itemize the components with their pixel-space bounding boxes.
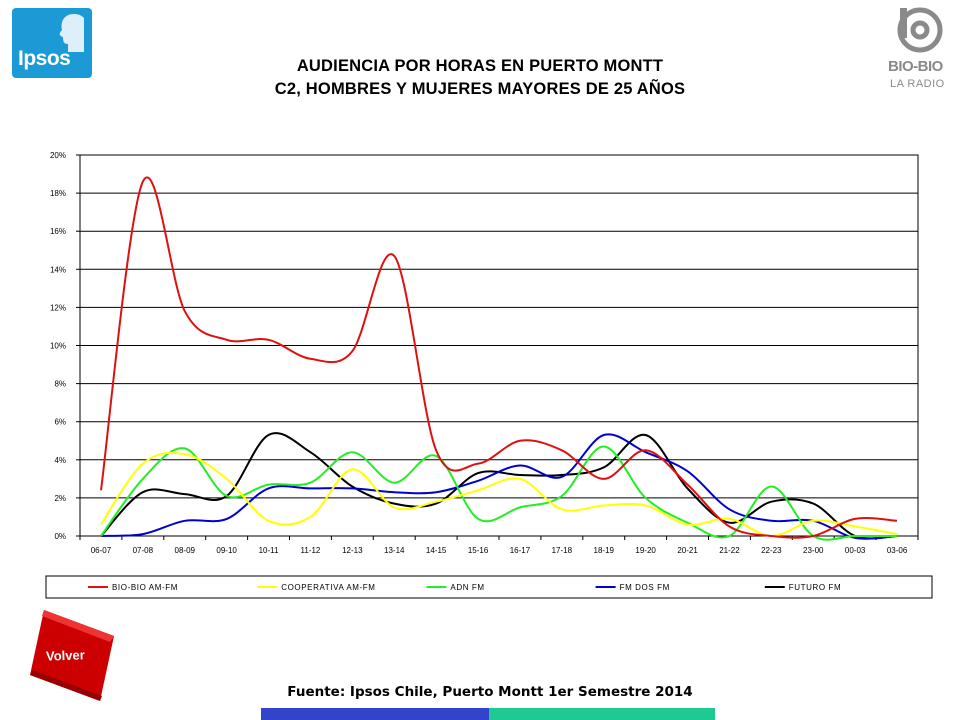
- y-tick-label: 18%: [50, 189, 66, 198]
- y-tick-label: 6%: [54, 418, 66, 427]
- x-tick-label: 13-14: [384, 546, 405, 555]
- legend-label: COOPERATIVA AM-FM: [281, 583, 375, 592]
- ipsos-logo: Ipsos: [12, 8, 92, 78]
- y-tick-label: 12%: [50, 303, 66, 312]
- y-tick-label: 8%: [54, 380, 66, 389]
- series-line-adn-fm: [100, 445, 897, 541]
- y-tick-label: 14%: [50, 265, 66, 274]
- biobio-logo-name: BIO-BIO: [888, 58, 943, 75]
- y-tick-label: 2%: [54, 494, 66, 503]
- x-tick-label: 20-21: [677, 546, 698, 555]
- x-tick-label: 12-13: [342, 546, 363, 555]
- x-tick-label: 22-23: [761, 546, 782, 555]
- x-tick-label: 19-20: [635, 546, 656, 555]
- ipsos-logo-text: Ipsos: [18, 47, 71, 70]
- x-tick-label: 08-09: [175, 546, 196, 555]
- chart-title: AUDIENCIA POR HORAS EN PUERTO MONTT: [296, 57, 664, 75]
- y-tick-label: 4%: [54, 456, 66, 465]
- footer-bar-blue: [261, 708, 489, 720]
- volver-label: Volver: [45, 647, 86, 664]
- legend-label: ADN FM: [450, 583, 484, 592]
- x-tick-label: 00-03: [845, 546, 866, 555]
- legend-box: [45, 575, 933, 599]
- x-tick-label: 10-11: [259, 546, 279, 555]
- source-note: Fuente: Ipsos Chile, Puerto Montt 1er Se…: [287, 684, 693, 700]
- x-tick-label: 14-15: [426, 546, 447, 555]
- volver-badge-icon: [30, 610, 114, 701]
- legend-label: BIO-BIO AM-FM: [112, 583, 178, 592]
- ipsos-head-icon: [59, 14, 84, 52]
- series-line-bio-bio-am-fm: [100, 176, 898, 539]
- x-tick-label: 15-16: [468, 546, 489, 555]
- biobio-logo-subtitle: LA RADIO: [890, 78, 945, 90]
- x-tick-label: 17-18: [552, 546, 573, 555]
- biobio-emblem-icon: [897, 7, 943, 53]
- footer-bar-teal: [489, 708, 715, 720]
- y-tick-label: 16%: [50, 227, 66, 236]
- x-tick-label: 06-07: [91, 546, 112, 555]
- x-tick-label: 11-12: [301, 546, 321, 555]
- volver-button[interactable]: Volver: [30, 608, 116, 703]
- x-tick-label: 03-06: [887, 546, 908, 555]
- legend-label: FM DOS FM: [620, 583, 670, 592]
- biobio-logo: BIO-BIO LA RADIO: [886, 6, 946, 96]
- legend-label: FUTURO FM: [789, 583, 842, 592]
- x-tick-label: 21-22: [719, 546, 740, 555]
- x-tick-label: 07-08: [133, 546, 154, 555]
- x-tick-label: 23-00: [803, 546, 824, 555]
- chart-subtitle: C2, HOMBRES Y MUJERES MAYORES DE 25 AÑOS: [274, 80, 686, 98]
- x-tick-label: 18-19: [594, 546, 615, 555]
- y-tick-label: 10%: [50, 342, 66, 351]
- x-tick-label: 09-10: [216, 546, 237, 555]
- x-tick-label: 16-17: [510, 546, 531, 555]
- y-tick-label: 0%: [54, 532, 66, 541]
- series-line-fm-dos-fm: [100, 433, 898, 540]
- y-tick-label: 20%: [50, 151, 66, 160]
